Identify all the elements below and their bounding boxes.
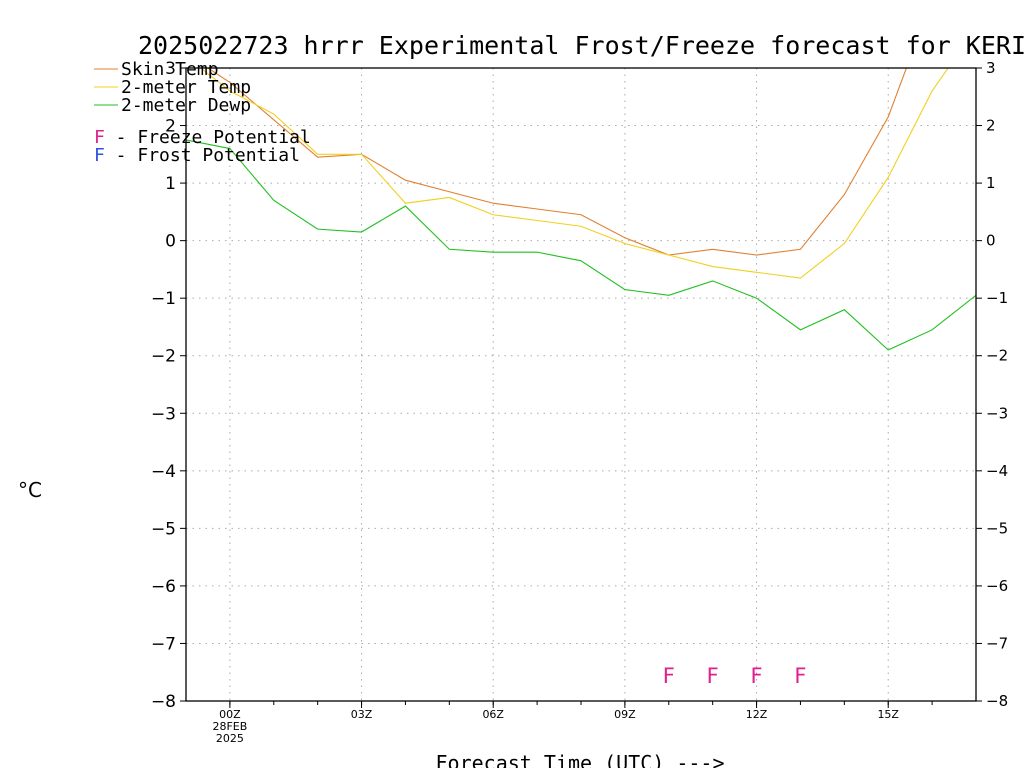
freeze-marker: F: [707, 664, 719, 688]
y-tick-label-right: −5: [986, 519, 1008, 537]
freeze-marker: F: [751, 664, 763, 688]
x-tick-label: 00Z 28FEB 2025: [212, 708, 247, 745]
y-tick-label-right: −1: [986, 289, 1008, 307]
series-line-1: [199, 68, 949, 279]
y-tick-label-right: −2: [986, 347, 1008, 365]
y-tick-label: −6: [151, 577, 176, 597]
y-tick-label-right: 3: [986, 59, 996, 77]
x-tick-label: 15Z: [877, 708, 899, 721]
y-tick-label: −1: [151, 289, 176, 309]
y-axis-left: −8 −7 −6 −5 −4 −3 −2 −1 0 1 2 3: [151, 59, 186, 712]
freeze-marker: F: [663, 664, 675, 688]
series-line-2: [186, 139, 976, 351]
y-tick-label-right: −8: [986, 692, 1008, 710]
y-tick-label: −3: [151, 404, 176, 424]
legend-potential-0: F - Freeze Potential: [94, 127, 311, 148]
x-axis: 00Z 28FEB 2025 03Z 06Z 09Z 12Z 15Z: [212, 701, 933, 745]
y-tick-label: −4: [151, 462, 176, 482]
y-tick-label-right: 0: [986, 232, 996, 250]
y-tick-label-right: −4: [986, 462, 1008, 480]
y-tick-label: −5: [151, 519, 176, 539]
y-tick-label-right: −7: [986, 634, 1008, 652]
y-tick-label-right: −3: [986, 404, 1008, 422]
legend-potential-1: F - Frost Potential: [94, 145, 300, 166]
y-tick-label-right: −6: [986, 577, 1008, 595]
x-tick-label: 06Z: [482, 708, 504, 721]
x-axis-label: Forecast Time (UTC) --->: [436, 751, 725, 768]
legend-label-0: Skin Temp: [121, 59, 219, 80]
y-tick-label: 0: [165, 232, 176, 252]
y-tick-label: −8: [151, 692, 176, 712]
y-tick-label: −7: [151, 634, 176, 654]
series-layer: [186, 68, 976, 351]
x-tick-label: 03Z: [351, 708, 373, 721]
x-tick-label: 09Z: [614, 708, 636, 721]
y-tick-label-right: 1: [986, 174, 996, 192]
y-axis-right: −8 −7 −6 −5 −4 −3 −2 −1 0 1 2 3: [976, 59, 1008, 710]
y-tick-label: 3: [165, 59, 176, 79]
legend-label-2: 2-meter Dewp: [121, 95, 251, 116]
y-tick-label: −2: [151, 347, 176, 367]
grid-lines: [186, 68, 976, 701]
freeze-marker: F: [794, 664, 806, 688]
plot-frame: [185, 67, 977, 702]
y-tick-label: 1: [165, 174, 176, 194]
y-tick-label: 2: [165, 117, 176, 137]
y-axis-unit: °C: [18, 478, 42, 502]
chart-title: 2025022723 hrrr Experimental Frost/Freez…: [138, 31, 1024, 60]
legend-label-1: 2-meter Temp: [121, 77, 251, 98]
series-line-0: [206, 68, 908, 256]
x-tick-label: 12Z: [746, 708, 768, 721]
y-tick-label-right: 2: [986, 117, 996, 135]
